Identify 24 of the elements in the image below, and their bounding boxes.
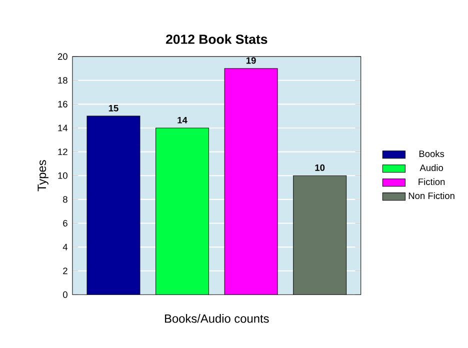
y-axis-title: Types [38,160,48,192]
y-tick-label: 16 [58,100,68,108]
y-tick-label: 10 [58,172,68,179]
legend-label: Audio [420,164,443,171]
legend-label: Books [419,150,444,157]
y-tick-label: 2 [63,268,68,274]
data-label: 14 [178,116,188,124]
x-axis-title: Books/Audio counts [165,314,269,323]
y-tick-label: 12 [58,148,68,155]
data-label: 10 [315,164,325,171]
bar [156,128,209,295]
data-label: 15 [108,104,118,112]
bar [86,116,140,295]
legend-label: Non Fiction [408,192,454,199]
y-tick-label: 0 [63,291,68,298]
y-tick-label: 20 [58,53,68,60]
y-tick-label: 18 [58,76,68,84]
data-label: 19 [246,57,256,64]
y-tick-label: 4 [62,244,68,250]
y-tick-label: 8 [63,196,68,203]
legend-label: Fiction [418,178,445,185]
y-tick-label: 6 [63,220,68,226]
y-tick-label: 14 [58,124,68,132]
chart-title: 2012 Book Stats [166,34,268,44]
